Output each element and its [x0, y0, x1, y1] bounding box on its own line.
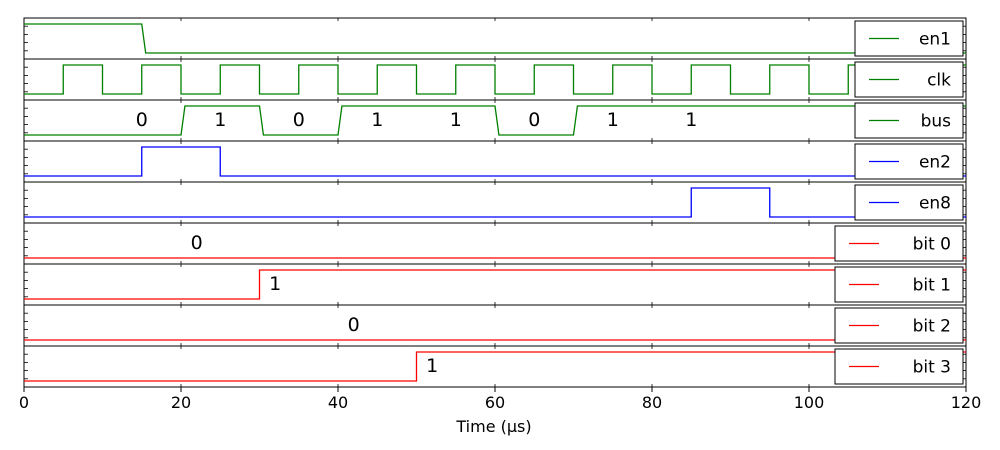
legend-label: en1	[919, 30, 951, 50]
value-label: 0	[191, 232, 203, 254]
legend-en1: en1	[855, 21, 963, 56]
legend-bus: bus	[855, 103, 963, 138]
x-tick-label: 40	[328, 393, 348, 412]
signal-line-en2	[24, 147, 966, 176]
x-axis-label: Time (µs)	[455, 417, 531, 436]
panel-bit-1: 1 bit 1	[24, 264, 966, 305]
legend-label: en8	[919, 194, 951, 214]
x-tick-label: 120	[951, 393, 982, 412]
value-label: 1	[214, 109, 226, 131]
legend-en2: en2	[855, 144, 963, 179]
panel-en8: en8	[24, 182, 966, 223]
legend-label: bit 1	[913, 276, 951, 296]
value-label: 1	[426, 355, 438, 377]
value-label: 0	[293, 109, 305, 131]
signal-line-en1	[24, 24, 966, 53]
x-tick-label: 100	[794, 393, 825, 412]
legend-clk: clk	[855, 62, 963, 97]
value-label: 1	[685, 109, 697, 131]
signal-panels: en1 clk 0 1 0 1 1 0 1 1 bus en2 en8 0 bit 0 1 bit 1 0 bit …	[24, 18, 966, 387]
value-label: 0	[348, 314, 360, 336]
value-label: 0	[528, 109, 540, 131]
signal-line-bus	[24, 106, 966, 135]
value-label: 1	[607, 109, 619, 131]
legend-label: en2	[919, 153, 951, 173]
legend-label: clk	[927, 71, 951, 91]
legend-bit-3: bit 3	[835, 349, 963, 384]
value-label: 1	[450, 109, 462, 131]
legend-en8: en8	[855, 185, 963, 220]
legend-label: bit 0	[913, 235, 951, 255]
signal-line-clk	[24, 65, 966, 94]
signal-line-bit-1	[24, 270, 966, 299]
panel-bit-3: 1 bit 3	[24, 346, 966, 387]
value-label: 0	[136, 109, 148, 131]
panel-clk: clk	[24, 59, 966, 100]
panel-bus: 0 1 0 1 1 0 1 1 bus	[24, 100, 966, 141]
value-label: 1	[371, 109, 383, 131]
panel-en1: en1	[24, 18, 966, 59]
x-tick-label: 80	[642, 393, 662, 412]
x-tick-label: 60	[485, 393, 505, 412]
signal-line-en8	[24, 188, 966, 217]
panel-bit-0: 0 bit 0	[24, 223, 966, 264]
x-tick-label: 0	[19, 393, 29, 412]
legend-label: bit 2	[913, 317, 951, 337]
signal-line-bit-3	[24, 352, 966, 381]
legend-bit-1: bit 1	[835, 267, 963, 302]
panel-bit-2: 0 bit 2	[24, 305, 966, 346]
legend-bit-2: bit 2	[835, 308, 963, 343]
legend-bit-0: bit 0	[835, 226, 963, 261]
legend-label: bit 3	[913, 358, 951, 378]
value-label: 1	[269, 273, 281, 295]
x-tick-label: 20	[171, 393, 191, 412]
legend-label: bus	[921, 112, 952, 132]
panel-en2: en2	[24, 141, 966, 182]
x-axis: 0 20 40 60 80 100 120	[19, 387, 981, 412]
